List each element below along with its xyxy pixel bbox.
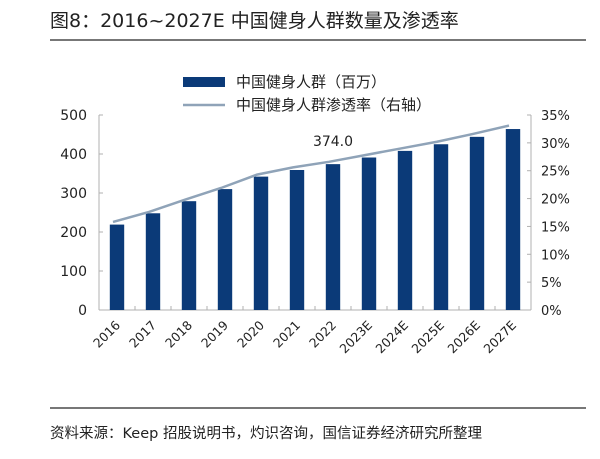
penetration-rate-line — [112, 124, 510, 224]
bar-2023E — [361, 157, 377, 310]
bar-2021 — [289, 169, 305, 310]
bar-2022 — [325, 164, 341, 310]
right-tick-label: 10% — [541, 248, 570, 263]
legend-line-label: 中国健身人群渗透率（右轴） — [236, 96, 431, 114]
x-tick-label: 2019 — [198, 317, 231, 350]
right-tick-label: 0% — [541, 304, 562, 319]
x-tick-label: 2016 — [90, 317, 123, 350]
bar-2027E — [505, 129, 521, 310]
right-tick-label: 35% — [541, 109, 570, 124]
left-tick-label: 400 — [60, 147, 87, 163]
bar-2016 — [109, 224, 125, 310]
left-tick-label: 200 — [60, 225, 87, 241]
legend-bar-swatch — [183, 77, 225, 87]
x-tick-label: 2021 — [270, 318, 303, 351]
legend-bar-label: 中国健身人群（百万） — [236, 73, 386, 91]
x-tick-label: 2020 — [234, 317, 267, 350]
right-tick-label: 5% — [541, 276, 562, 291]
x-tick-label: 2017 — [126, 318, 159, 351]
source-note: 资料来源：Keep 招股说明书，灼识咨询，国信证券经济研究所整理 — [50, 426, 482, 442]
right-tick-label: 25% — [541, 165, 570, 180]
data-label: 374.0 — [313, 134, 353, 150]
bar-2026E — [469, 136, 485, 310]
bar-2019 — [217, 189, 233, 310]
figure-title: 图8：2016~2027E 中国健身人群数量及渗透率 — [50, 10, 459, 32]
bar-2018 — [181, 201, 197, 310]
bar-2017 — [145, 213, 161, 310]
x-tick-label: 2027E — [480, 317, 519, 356]
left-tick-label: 500 — [60, 108, 87, 124]
left-tick-label: 0 — [78, 303, 87, 319]
x-tick-label: 2022 — [306, 318, 339, 351]
bar-2024E — [397, 150, 413, 310]
x-tick-label: 2018 — [162, 317, 195, 350]
bar-2020 — [253, 176, 269, 310]
right-tick-label: 30% — [541, 137, 570, 152]
x-tick-label: 2023E — [336, 317, 375, 356]
x-tick-label: 2026E — [444, 317, 483, 356]
bar-2025E — [433, 144, 449, 310]
right-tick-label: 20% — [541, 193, 570, 208]
source-divider — [50, 407, 586, 409]
right-tick-label: 15% — [541, 220, 570, 235]
left-tick-label: 100 — [60, 264, 87, 280]
x-tick-label: 2025E — [408, 317, 447, 356]
left-tick-label: 300 — [60, 186, 87, 202]
title-divider — [50, 39, 586, 41]
x-tick-label: 2024E — [372, 317, 411, 356]
